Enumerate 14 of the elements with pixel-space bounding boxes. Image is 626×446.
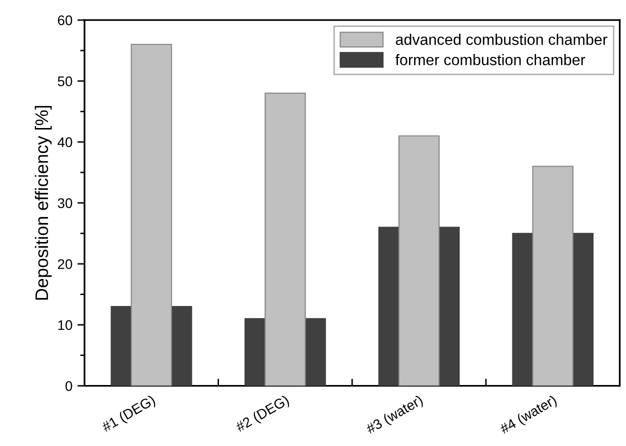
y-axis-title: Deposition efficiency [%]	[34, 106, 52, 300]
y-tick-label: 60	[58, 15, 72, 26]
y-tick-label: 20	[58, 259, 72, 270]
y-tick-label: 0	[66, 381, 72, 391]
legend-label: former combustion chamber	[395, 54, 586, 66]
y-tick-label: 30	[58, 198, 72, 208]
y-tick-label: 40	[58, 137, 72, 148]
bar	[398, 135, 440, 386]
y-tick-label: 50	[58, 76, 72, 86]
bar	[532, 166, 574, 386]
bar	[130, 44, 172, 386]
bar	[264, 92, 306, 386]
legend-label: advanced combustion chamber	[396, 34, 608, 45]
y-tick-label: 10	[58, 320, 72, 330]
